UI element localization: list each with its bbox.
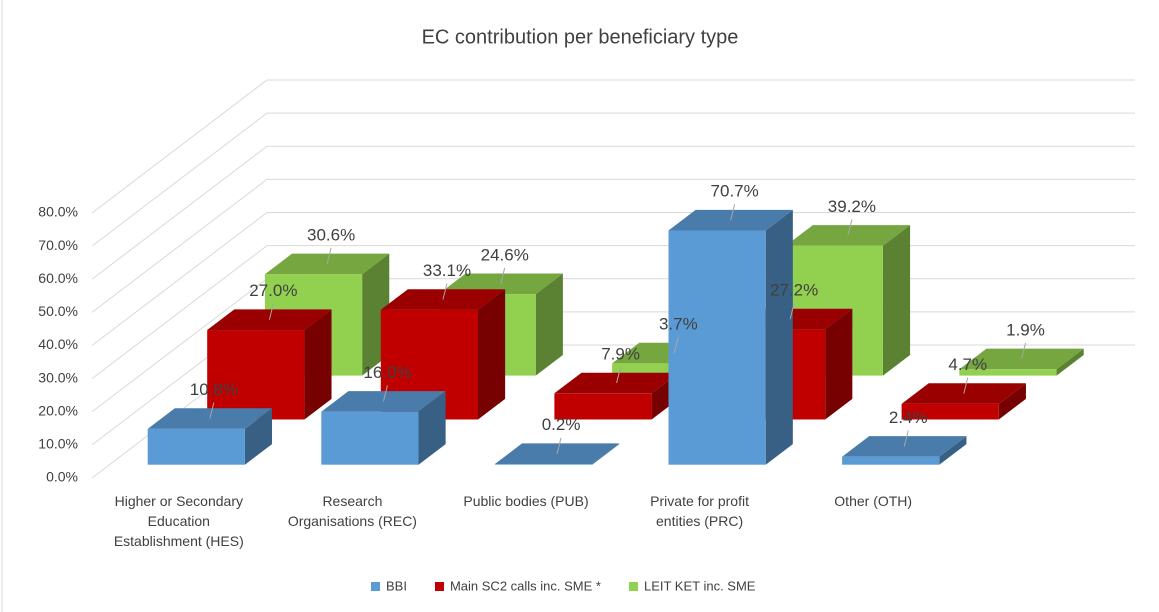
legend-label: LEIT KET inc. SME [644, 578, 756, 593]
x-tick-label: Other (OTH) [834, 493, 912, 509]
bar-front [147, 428, 245, 465]
legend-swatch [371, 582, 380, 591]
bar-top [668, 209, 793, 231]
y-tick-label: 30.0% [38, 369, 78, 385]
bar-side [1056, 348, 1084, 376]
data-label: 24.6% [481, 245, 529, 264]
bar-side [882, 225, 911, 376]
leader-line [847, 219, 853, 236]
data-label: 2.4% [889, 408, 928, 427]
data-label: 39.2% [828, 197, 876, 216]
y-tick-label: 60.0% [38, 270, 78, 286]
bar-front [842, 456, 940, 465]
bar-side [592, 443, 620, 465]
bar-front [207, 330, 305, 420]
chart-title: EC contribution per beneficiary type [422, 26, 739, 48]
leader-line [1021, 342, 1026, 360]
x-tick-label: Research Organisations (REC) [288, 493, 417, 529]
bar-side [478, 289, 506, 420]
data-label: 16.0% [363, 363, 411, 382]
leader-line [382, 385, 388, 402]
bar-front [494, 464, 593, 465]
grid-line [91, 79, 1135, 214]
y-tick-label: 0.0% [46, 469, 78, 485]
y-tick-label: 20.0% [38, 402, 78, 418]
data-label: 10.8% [190, 380, 238, 399]
bar-front [668, 230, 766, 465]
leader-line [326, 247, 332, 265]
grid-line [91, 145, 1135, 280]
x-tick-label: Public bodies (PUB) [463, 493, 588, 509]
bar [321, 391, 446, 465]
bar-side [244, 408, 273, 465]
bar [554, 372, 679, 420]
legend-label: BBI [386, 578, 407, 593]
data-label: 7.9% [601, 344, 640, 363]
y-tick-label: 70.0% [38, 237, 78, 253]
bar-top [147, 408, 273, 429]
grid-line [91, 112, 1135, 247]
data-label: 27.0% [249, 281, 297, 300]
bar-side [535, 273, 563, 376]
grid-line [91, 178, 1135, 313]
bar-front [959, 369, 1057, 376]
data-label: 1.9% [1006, 320, 1045, 339]
leader-line [442, 283, 448, 300]
leader-line [730, 204, 736, 221]
bar-side [418, 391, 446, 465]
y-tick-label: 10.0% [38, 436, 78, 452]
data-label: 70.7% [711, 182, 759, 201]
leader-line [556, 437, 562, 454]
leader-line [268, 303, 274, 320]
data-label: 3.7% [659, 315, 698, 334]
bar [842, 436, 967, 465]
bar-top [321, 391, 446, 412]
leader-line [209, 402, 215, 419]
leader-line [963, 377, 969, 394]
y-tick-label: 40.0% [38, 336, 78, 352]
leader-line [789, 302, 795, 320]
labels: 30.6% 24.6% 3.7% 39.2% 1.9% 27.0% 33.1% 7.9% 27.… [190, 182, 1045, 454]
y-tick-label: 50.0% [38, 303, 78, 319]
bar-top [901, 383, 1026, 404]
bar [207, 309, 332, 420]
bars [147, 209, 1084, 465]
leader-line [673, 336, 679, 354]
bar-side [825, 308, 853, 420]
legend-label: Main SC2 calls inc. SME * [450, 578, 601, 593]
data-label: 4.7% [948, 355, 987, 374]
data-label: 33.1% [423, 261, 471, 280]
x-tick-label: Higher or Secondary Education Establishmen… [114, 493, 244, 549]
y-tick-label: 80.0% [38, 204, 78, 220]
bar-side [998, 383, 1026, 420]
data-label: 0.2% [542, 415, 581, 434]
legend-swatch [434, 582, 444, 591]
leader-line [500, 267, 506, 284]
leader-line [616, 366, 622, 384]
legend: BBI Main SC2 calls inc. SME * LEIT KET inc… [371, 578, 756, 593]
data-label: 27.2% [770, 281, 818, 300]
data-label: 30.6% [307, 225, 355, 244]
grid: 0.0% 10.0% 20.0% 30.0% 40.0% 50.0% 60.0% 70.0% 8… [38, 79, 1135, 549]
bar [901, 383, 1026, 420]
bar-top [959, 348, 1084, 370]
bar [147, 408, 273, 465]
grid-line [91, 212, 1135, 346]
legend-swatch [628, 582, 638, 591]
bar-side [304, 309, 332, 420]
bar-side [939, 436, 967, 465]
bar [668, 209, 793, 465]
bar-front [554, 393, 652, 420]
bar-top [842, 436, 967, 457]
bar-front [321, 411, 419, 465]
bar [959, 348, 1084, 376]
x-tick-label: Private for profit entities (PRC) [650, 493, 749, 529]
leader-line [903, 430, 909, 447]
bar-front [901, 403, 999, 420]
bar-side [765, 209, 793, 465]
